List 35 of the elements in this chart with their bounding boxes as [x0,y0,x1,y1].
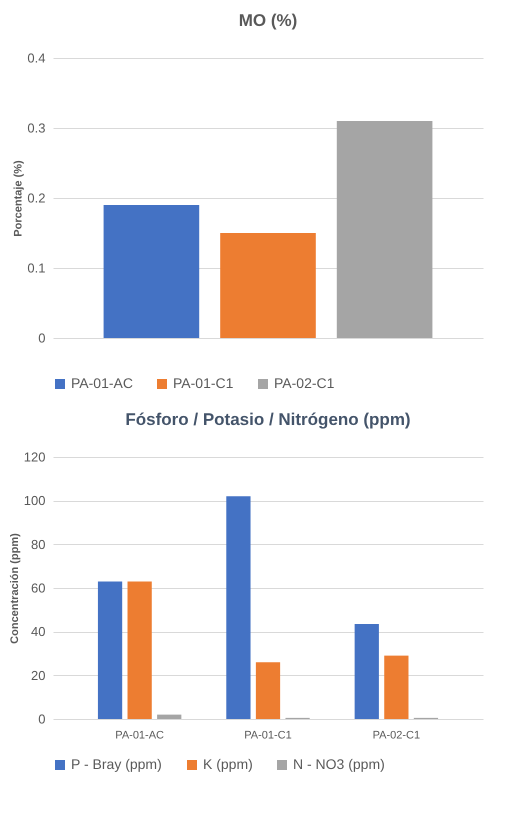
y-tick-label: 0.4 [27,50,46,66]
y-axis-title: Concentración (ppm) [8,532,21,644]
bar [256,662,280,719]
y-tick-label: 80 [31,536,46,552]
bar [384,656,408,719]
y-tick-label: 120 [24,450,46,464]
y-tick-label: 0 [38,712,46,726]
legend-label: PA-01-AC [71,375,133,391]
x-tick-label: PA-02-C1 [372,730,420,742]
y-tick-label: 0.1 [27,260,46,276]
y-tick-label: 0.2 [27,190,46,206]
bar [128,581,152,719]
y-tick-label: 0.3 [27,120,46,136]
bar [157,714,182,719]
bar [354,624,379,719]
legend-label: N - NO3 (ppm) [293,756,385,772]
chart-title: MO (%) [238,11,298,30]
y-axis-title: Porcentaje (%) [12,160,24,237]
x-tick-label: PA-01-C1 [244,730,292,742]
x-tick-label: PA-01-AC [115,730,164,742]
y-tick-label: 20 [31,668,46,683]
bar [220,233,316,338]
bar [104,205,200,338]
legend-label: P - Bray (ppm) [71,756,162,772]
y-tick-label: 40 [31,624,46,640]
bar [98,581,122,719]
y-tick-label: 60 [31,580,46,596]
bar [226,496,251,719]
y-tick-label: 100 [24,493,46,508]
legend-label: K (ppm) [203,756,253,772]
chart-title: Fósforo / Potasio / Nitrógeno (ppm) [125,410,411,429]
y-tick-label: 0 [38,330,46,346]
legend-label: PA-01-C1 [173,375,234,391]
bar [336,121,432,338]
legend-label: PA-02-C1 [274,375,335,391]
